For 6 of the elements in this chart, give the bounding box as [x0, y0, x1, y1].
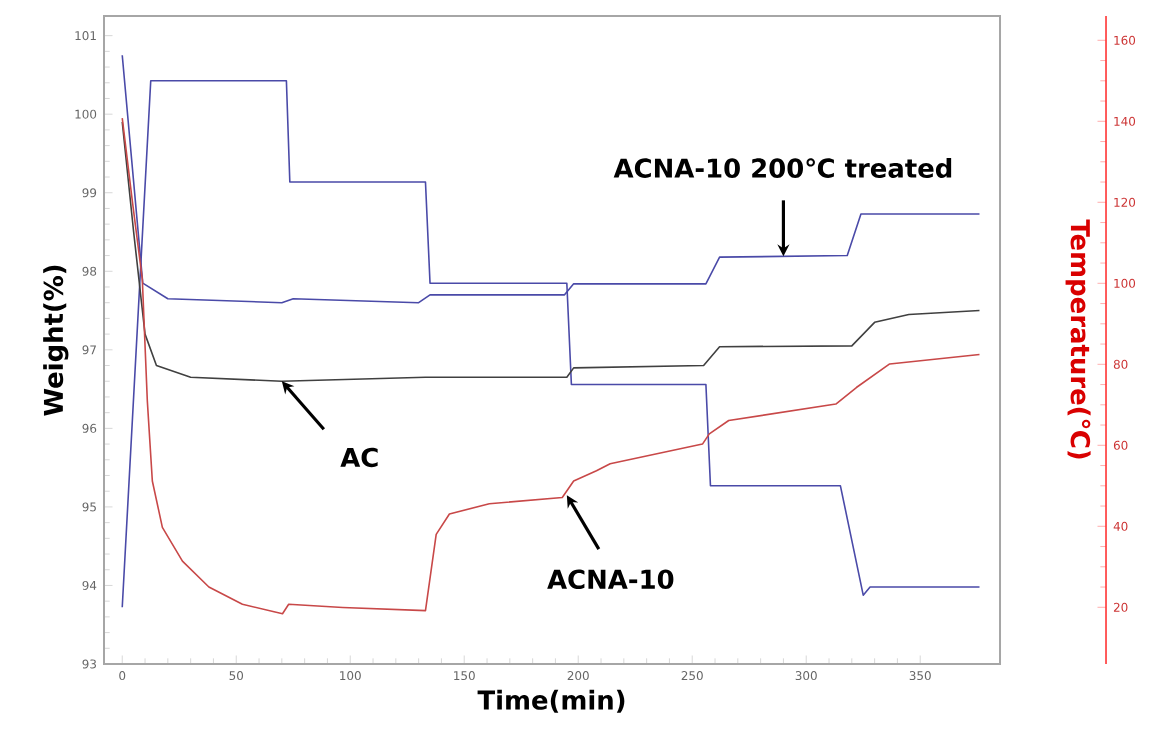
- annotation: ACNA-10: [547, 569, 674, 590]
- y2-axis-title: Temperature(℃): [1065, 219, 1091, 459]
- x-axis-title: Time(min): [477, 689, 625, 713]
- annotation: AC: [340, 447, 378, 468]
- y-axis-title: Weight(%): [43, 265, 69, 416]
- annotation: ACNA-10 200℃ treated: [613, 157, 952, 178]
